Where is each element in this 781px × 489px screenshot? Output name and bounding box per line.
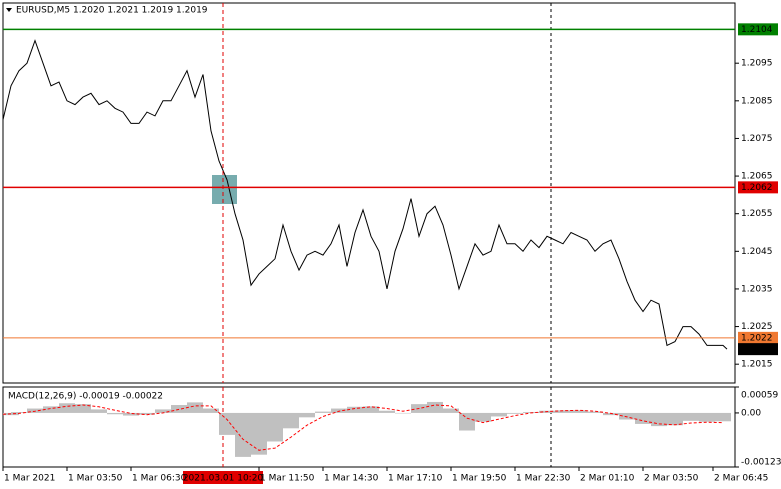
price-line — [2, 39, 728, 350]
macd-bar — [91, 409, 107, 413]
macd-bar — [571, 410, 587, 413]
macd-bar — [395, 412, 411, 414]
x-tick-label: 1 Mar 06:30 — [132, 474, 187, 484]
macd-bar — [75, 404, 91, 413]
x-tick-label: 2 Mar 06:45 — [714, 474, 768, 484]
macd-bar — [427, 401, 443, 413]
macd-bar — [283, 412, 299, 429]
y-tick-label: 1.2045 — [741, 247, 773, 257]
macd-bar — [715, 412, 731, 422]
crosshair-label-box — [183, 471, 263, 484]
y-tick-label: 1.2075 — [741, 134, 773, 144]
y-tick-label: 1.2055 — [741, 209, 773, 219]
macd-bar — [555, 410, 571, 413]
main-frame — [2, 2, 736, 384]
macd-bar — [587, 411, 603, 413]
macd-bar — [603, 412, 619, 416]
y-tick-label: 1.2085 — [741, 96, 773, 106]
level-label-box — [738, 181, 778, 194]
x-tick-label: 1 Mar 17:10 — [388, 474, 443, 484]
x-tick-label: 1 Mar 22:30 — [516, 474, 571, 484]
level-label-box — [738, 331, 778, 344]
x-tick-label: 1 Mar 2021 — [4, 474, 55, 484]
macd-bar — [219, 412, 235, 435]
macd-bar — [235, 412, 251, 457]
macd-bar — [635, 412, 651, 424]
level-label: 1.2062 — [741, 183, 773, 193]
macd-bar — [203, 408, 219, 413]
x-tick-label: 1 Mar 03:50 — [68, 474, 123, 484]
level-label-box — [738, 23, 778, 36]
macd-bar — [139, 412, 155, 415]
macd-bar — [507, 412, 523, 414]
chart-title: EURUSD,M5 1.2020 1.2021 1.2019 1.2019 — [16, 6, 208, 16]
y-tick-label: 0.00059 — [741, 391, 778, 401]
macd-bar — [3, 412, 19, 416]
macd-bar — [619, 412, 635, 420]
macd-bar — [59, 403, 75, 413]
macd-bar — [187, 402, 203, 413]
macd-bar — [299, 412, 315, 418]
y-tick-label: -0.00123 — [741, 458, 781, 468]
macd-bar — [363, 406, 379, 413]
macd-bar — [107, 412, 123, 415]
macd-bar — [459, 412, 475, 431]
x-tick-label: 2 Mar 01:10 — [580, 474, 635, 484]
macd-frame — [2, 386, 736, 468]
macd-bar — [347, 406, 363, 413]
macd-bar — [699, 412, 715, 422]
macd-bar — [315, 411, 331, 413]
x-tick-label: 1 Mar 14:30 — [324, 474, 379, 484]
macd-bar — [123, 412, 139, 416]
level-label: 1.2022 — [741, 333, 773, 343]
level-label: 1.2104 — [741, 25, 773, 35]
macd-bar — [251, 412, 267, 455]
x-tick-label: 2 Mar 03:50 — [644, 474, 699, 484]
macd-bar — [379, 410, 395, 413]
y-tick-label: 1.2015 — [741, 360, 773, 370]
x-tick-label: 1 Mar 11:50 — [260, 474, 315, 484]
macd-bar — [43, 406, 59, 413]
macd-bar — [667, 412, 683, 426]
macd-signal-line — [2, 404, 724, 451]
macd-bar — [171, 405, 187, 413]
current-price-label: 1.2019 — [741, 345, 773, 355]
y-tick-label: 1.2065 — [741, 172, 773, 182]
macd-bar — [683, 412, 699, 421]
crosshair-label: 2021.03.01 10:20 — [183, 474, 264, 484]
macd-bar — [491, 412, 507, 417]
macd-bar — [443, 408, 459, 413]
y-tick-label: 1.2095 — [741, 59, 773, 69]
current-price-box — [738, 343, 778, 356]
macd-bar — [155, 409, 171, 413]
y-tick-label: 1.2035 — [741, 284, 773, 294]
symbol-menu-icon — [6, 8, 12, 12]
macd-title: MACD(12,26,9) -0.00019 -0.00022 — [8, 392, 163, 402]
x-tick-label: 1 Mar 19:50 — [452, 474, 507, 484]
signal-box — [212, 175, 237, 204]
macd-bar — [475, 412, 491, 422]
macd-bar — [267, 412, 283, 442]
y-tick-label: 0.00 — [741, 408, 761, 418]
y-tick-label: 1.2025 — [741, 322, 773, 332]
macd-bar — [11, 412, 27, 413]
